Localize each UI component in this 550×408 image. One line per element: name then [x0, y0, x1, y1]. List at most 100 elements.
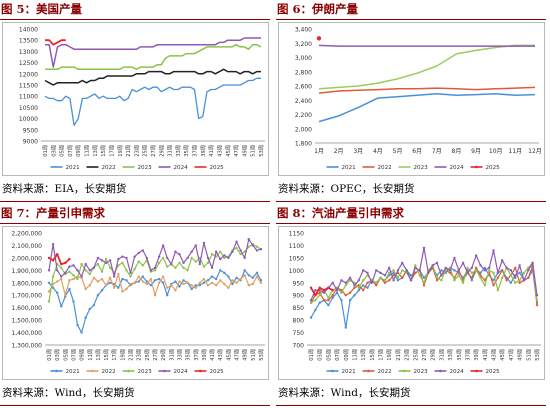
data-point [483, 284, 487, 287]
data-point [370, 281, 374, 284]
line-chart: 700 750 800 850 900 950 1000 1050 1100 1150 01周 03周… [289, 231, 541, 375]
y-tick-label: 12000 [19, 71, 38, 78]
data-point [55, 280, 59, 283]
data-point [331, 296, 334, 299]
data-point [104, 284, 108, 287]
data-point [501, 259, 504, 262]
legend-label: 2023 [138, 165, 153, 171]
data-point [501, 276, 504, 279]
data-point [448, 271, 452, 275]
x-tick-label: 27周 [152, 349, 159, 361]
data-point [374, 269, 378, 272]
y-tick-label: 2,000,000 [11, 255, 42, 262]
x-tick-label: 11周 [84, 145, 91, 157]
data-point [235, 281, 238, 284]
data-point [47, 281, 51, 284]
data-point [259, 247, 263, 251]
data-point [55, 252, 59, 256]
legend-label: 2023 [414, 369, 429, 375]
legend: 2021 2022 2023 2024 2025 [326, 369, 500, 375]
data-point [535, 303, 539, 307]
data-point [60, 305, 63, 308]
data-point [153, 269, 157, 272]
data-point [405, 269, 408, 272]
legend-marker [403, 369, 406, 373]
data-point [141, 249, 144, 252]
y-tick-label: 13000 [19, 49, 38, 56]
legend-marker [199, 369, 202, 373]
y-tick-label: 10500 [19, 105, 38, 112]
data-point [206, 279, 210, 282]
series-line-2024 [318, 44, 535, 47]
x-tick-label: 15周 [369, 349, 376, 361]
legend-label: 2024 [174, 369, 189, 375]
data-point [157, 255, 161, 258]
x-tick-label: 15周 [103, 349, 110, 361]
data-point [374, 284, 378, 287]
data-point [366, 271, 369, 275]
data-point [223, 254, 226, 257]
data-point [100, 259, 104, 262]
data-point [388, 279, 391, 282]
y-tick-label: 9000 [23, 139, 38, 146]
data-point [137, 275, 140, 278]
data-point [145, 280, 149, 283]
legend-label: 2021 [66, 369, 81, 375]
data-point [202, 241, 206, 245]
y-tick-label: 1100 [289, 243, 304, 250]
x-tick-label: 31周 [438, 349, 445, 361]
series-line-2024 [310, 247, 538, 301]
data-point [174, 289, 177, 292]
data-point [414, 271, 417, 275]
data-point [137, 280, 140, 283]
data-point [235, 240, 238, 243]
data-point [117, 272, 120, 276]
x-tick-label: 45周 [225, 145, 232, 157]
data-point [157, 277, 161, 281]
data-point [210, 281, 214, 284]
y-tick-label: 3,000 [295, 55, 312, 62]
data-point [92, 276, 96, 279]
x-tick-label: 13周 [92, 145, 99, 157]
data-point [331, 281, 334, 284]
data-point [435, 276, 439, 279]
legend-label: 2022 [378, 369, 392, 375]
data-point [501, 269, 504, 272]
data-point [461, 281, 465, 284]
data-point [251, 282, 255, 286]
x-tick-label: 21周 [395, 349, 402, 361]
legend: 2021 2022 2023 2024 2025 [326, 165, 500, 171]
x-tick-label: 53周 [258, 145, 265, 157]
x-tick-label: 31周 [168, 349, 175, 361]
data-point [108, 276, 112, 279]
legend-label: 2025 [210, 165, 225, 171]
data-point [470, 271, 474, 275]
x-tick-label: 33周 [176, 349, 183, 361]
x-tick-label: 51周 [525, 349, 532, 361]
data-point [327, 303, 330, 307]
data-point [448, 269, 452, 272]
data-point [108, 259, 112, 262]
x-tick-label: 35周 [183, 145, 190, 157]
x-tick-label: 35周 [185, 349, 192, 361]
y-tick-label: 9500 [23, 127, 38, 134]
data-point [214, 250, 218, 253]
y-tick-label: 2,400 [295, 98, 312, 105]
data-point [231, 279, 234, 282]
data-point [198, 281, 202, 284]
data-point [60, 266, 63, 270]
data-point [418, 269, 421, 272]
data-point [383, 281, 387, 284]
x-tick-label: 49周 [517, 349, 524, 361]
data-point [210, 266, 214, 270]
legend-label: 2021 [66, 165, 81, 171]
data-point [231, 282, 234, 286]
data-point [190, 256, 193, 260]
data-point [137, 251, 140, 255]
chart-panel-gasoline-demand: 图 8：汽油产量引申需求 700 750 800 850 900 950 1000 1050 1… [276, 204, 548, 408]
data-point [100, 289, 104, 292]
x-tick-label: 51周 [250, 145, 257, 157]
data-point [129, 282, 132, 286]
x-tick-label: 33周 [447, 349, 454, 361]
data-point [145, 282, 149, 286]
